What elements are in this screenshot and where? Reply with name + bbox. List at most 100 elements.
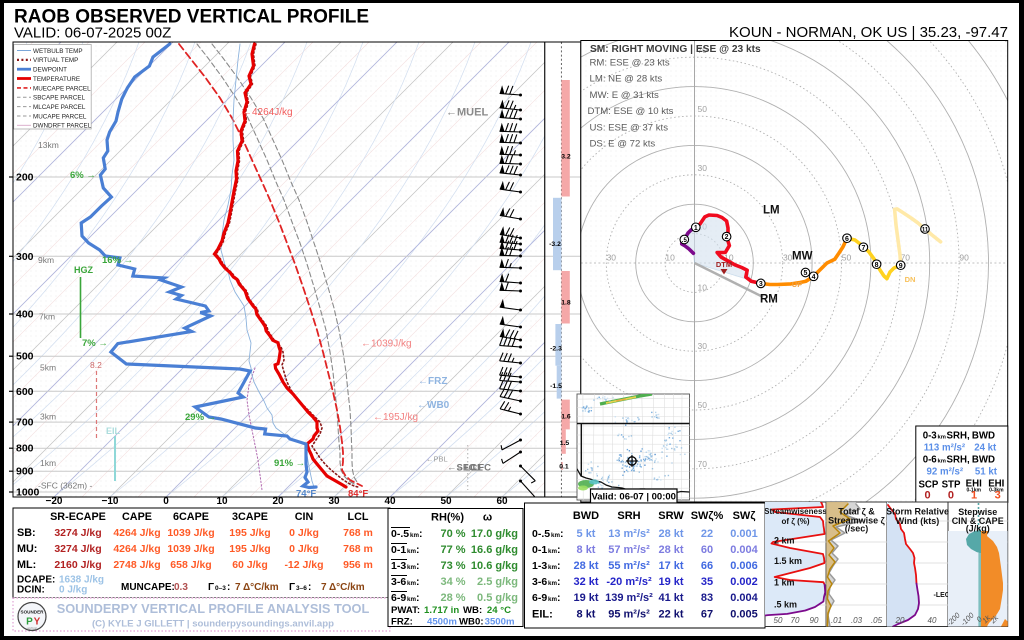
svg-text:BWD: BWD bbox=[573, 510, 599, 522]
svg-text:28 kt: 28 kt bbox=[658, 528, 683, 540]
svg-text:1-3: 1-3 bbox=[391, 560, 406, 572]
svg-text:0.001: 0.001 bbox=[730, 528, 758, 540]
svg-text:(/sec): (/sec) bbox=[845, 524, 869, 534]
svg-text:41 kt: 41 kt bbox=[658, 592, 683, 604]
svg-text:0 J/kg: 0 J/kg bbox=[289, 543, 319, 555]
svg-text:3: 3 bbox=[995, 490, 1001, 502]
svg-text:3: 3 bbox=[759, 281, 763, 288]
svg-text:0-3km: 0-3km bbox=[989, 487, 1004, 493]
svg-text:LCL: LCL bbox=[348, 511, 369, 523]
svg-text:20: 20 bbox=[272, 496, 284, 507]
svg-text:95 m²/s²: 95 m²/s² bbox=[608, 609, 650, 621]
svg-text:1km: 1km bbox=[40, 458, 56, 468]
svg-text:-2.3: -2.3 bbox=[550, 346, 562, 353]
svg-text:RAOB OBSERVED VERTICAL PROFILE: RAOB OBSERVED VERTICAL PROFILE bbox=[14, 7, 369, 28]
svg-text:50: 50 bbox=[440, 496, 452, 507]
svg-text:Streamwise ζ: Streamwise ζ bbox=[828, 516, 885, 526]
svg-text:0.1: 0.1 bbox=[559, 464, 569, 471]
svg-text:7 Δ°C/km: 7 Δ°C/km bbox=[321, 582, 365, 593]
svg-text:8: 8 bbox=[875, 262, 879, 269]
svg-text:SB:: SB: bbox=[17, 527, 36, 539]
svg-text:67: 67 bbox=[701, 609, 713, 621]
svg-text:km: km bbox=[407, 580, 416, 587]
svg-text:73 %: 73 % bbox=[440, 560, 465, 572]
svg-text:91% →: 91% → bbox=[274, 458, 305, 469]
svg-text:3-6: 3-6 bbox=[532, 576, 547, 588]
svg-text:5 kt: 5 kt bbox=[577, 528, 596, 540]
svg-text:2160 J/kg: 2160 J/kg bbox=[54, 559, 101, 571]
svg-text:CIN: CIN bbox=[295, 511, 314, 523]
svg-text:0: 0 bbox=[975, 614, 985, 624]
svg-text:0: 0 bbox=[948, 490, 954, 502]
svg-text:70: 70 bbox=[901, 253, 911, 263]
svg-text:0 J/kg: 0 J/kg bbox=[289, 527, 319, 539]
svg-text:300: 300 bbox=[16, 251, 34, 263]
svg-text:←195J/kg: ←195J/kg bbox=[373, 412, 418, 423]
svg-text:700: 700 bbox=[16, 417, 34, 429]
svg-text:SOUNDERPY VERTICAL PROFILE ANA: SOUNDERPY VERTICAL PROFILE ANALYSIS TOOL bbox=[57, 601, 370, 616]
svg-text::: : bbox=[557, 576, 561, 588]
svg-text:57 m²/s²: 57 m²/s² bbox=[608, 544, 650, 556]
svg-text:DCAPE:: DCAPE: bbox=[17, 575, 55, 586]
svg-text:WB0:: WB0: bbox=[459, 617, 484, 628]
svg-text:PWAT:: PWAT: bbox=[391, 605, 420, 616]
svg-text:7km: 7km bbox=[39, 312, 55, 322]
svg-text:22 kt: 22 kt bbox=[658, 609, 683, 621]
svg-text:km: km bbox=[407, 564, 416, 571]
svg-text:1-3: 1-3 bbox=[532, 560, 547, 572]
svg-text:DS: E @ 72 kts: DS: E @ 72 kts bbox=[590, 139, 656, 150]
svg-text:−10: −10 bbox=[102, 496, 119, 507]
svg-text:28 kt: 28 kt bbox=[573, 560, 598, 572]
svg-text:←4264J/kg: ←4264J/kg bbox=[242, 107, 293, 118]
svg-text::: : bbox=[557, 560, 561, 572]
svg-text:←FRZ: ←FRZ bbox=[418, 376, 447, 387]
svg-text:4: 4 bbox=[812, 274, 816, 281]
svg-text:km: km bbox=[938, 434, 946, 440]
svg-text:SCP: SCP bbox=[918, 479, 938, 490]
svg-text:32 kt: 32 kt bbox=[573, 576, 598, 588]
svg-text:km: km bbox=[410, 532, 419, 539]
svg-text:4264 J/kg: 4264 J/kg bbox=[113, 527, 160, 539]
svg-text:SM: RIGHT MOVING | ESE @ 23 kt: SM: RIGHT MOVING | ESE @ 23 kts bbox=[590, 44, 761, 55]
svg-text:3CAPE: 3CAPE bbox=[232, 511, 268, 523]
svg-text:CIN & CAPE: CIN & CAPE bbox=[952, 516, 1004, 526]
svg-text:EIL: EIL bbox=[106, 426, 121, 436]
svg-text:RM: RM bbox=[760, 294, 778, 306]
svg-text:84°F: 84°F bbox=[348, 489, 368, 500]
svg-text:(C) KYLE J GILLETT | sounderpy: (C) KYLE J GILLETT | sounderpysoundings.… bbox=[92, 619, 334, 630]
svg-text:50: 50 bbox=[698, 400, 708, 410]
svg-text:800: 800 bbox=[16, 443, 34, 455]
svg-text:(J/kg): (J/kg) bbox=[966, 524, 990, 534]
svg-text:10: 10 bbox=[724, 253, 734, 263]
svg-text:←SFC: ←SFC bbox=[447, 463, 476, 474]
svg-text:90: 90 bbox=[810, 616, 819, 625]
svg-text:4500m: 4500m bbox=[427, 617, 457, 628]
svg-text::: : bbox=[557, 544, 561, 556]
svg-text:2: 2 bbox=[725, 234, 729, 241]
svg-text:1.5 km: 1.5 km bbox=[774, 556, 802, 566]
svg-text:DTM: ESE @ 10 kts: DTM: ESE @ 10 kts bbox=[588, 106, 674, 117]
svg-text:US: ESE @ 37 kts: US: ESE @ 37 kts bbox=[590, 122, 669, 133]
svg-text:0–3: 0–3 bbox=[215, 585, 226, 592]
svg-text:60: 60 bbox=[701, 544, 713, 556]
svg-text:3km: 3km bbox=[40, 412, 56, 422]
svg-text:6CAPE: 6CAPE bbox=[173, 511, 209, 523]
svg-text:400: 400 bbox=[16, 309, 34, 321]
svg-text:3274 J/kg: 3274 J/kg bbox=[54, 543, 101, 555]
svg-text:←WB0: ←WB0 bbox=[417, 400, 450, 411]
svg-text:Y: Y bbox=[34, 617, 41, 628]
svg-text:CAPE: CAPE bbox=[122, 511, 152, 523]
svg-text:SR-ECAPE: SR-ECAPE bbox=[50, 511, 106, 523]
svg-text:-12 J/kg: -12 J/kg bbox=[284, 559, 323, 571]
svg-text:24 °C: 24 °C bbox=[487, 605, 511, 616]
svg-text:6-9: 6-9 bbox=[532, 592, 547, 604]
svg-text:Stepwise: Stepwise bbox=[958, 507, 997, 517]
svg-text:Wind (kts): Wind (kts) bbox=[896, 516, 939, 526]
svg-text:30: 30 bbox=[698, 163, 708, 173]
svg-text:MUNCAPE:: MUNCAPE: bbox=[121, 582, 175, 593]
svg-text:km: km bbox=[548, 596, 557, 603]
svg-text:28 kt: 28 kt bbox=[658, 544, 683, 556]
svg-text:MW: MW bbox=[792, 251, 813, 263]
svg-text:←PBL: ←PBL bbox=[426, 455, 448, 464]
svg-text:SRW: SRW bbox=[658, 510, 684, 522]
